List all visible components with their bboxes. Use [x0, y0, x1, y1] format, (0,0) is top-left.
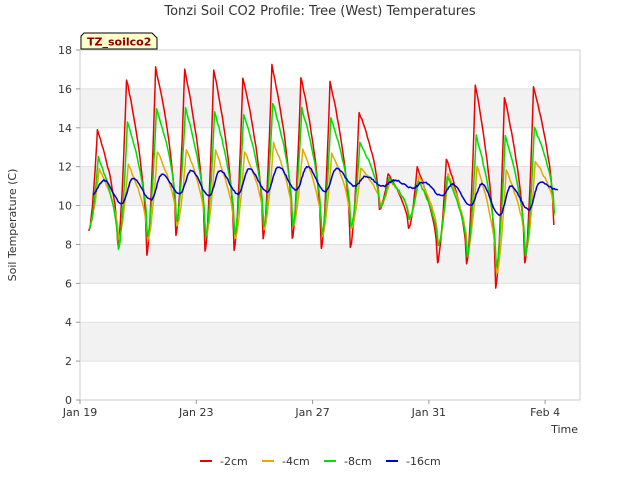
series-line-minus-8cm [88, 102, 556, 268]
y-axis-label: Soil Temperature (C) [6, 169, 19, 282]
y-axis: 0 2 4 6 8 10 12 14 16 18 [58, 44, 80, 407]
series-line-minus-4cm [88, 141, 556, 275]
y-tick-label: 4 [65, 316, 72, 329]
y-tick-label: 8 [65, 238, 72, 251]
grid-band [80, 322, 580, 362]
x-tick-label: Jan 23 [178, 406, 213, 419]
x-axis-label: Time [550, 423, 578, 436]
y-tick-label: 6 [65, 277, 72, 290]
legend-label: -2cm [220, 455, 248, 468]
x-tick-label: Jan 19 [62, 406, 97, 419]
legend: -2cm -4cm -8cm -16cm [200, 455, 441, 468]
series-lines [87, 63, 559, 289]
y-tick-label: 2 [65, 355, 72, 368]
y-tick-label: 14 [58, 122, 72, 135]
series-line-minus-2cm [87, 63, 555, 289]
chart-title: Tonzi Soil CO2 Profile: Tree (West) Temp… [163, 4, 476, 19]
grid-band [80, 244, 580, 284]
source-tag-box [80, 32, 158, 50]
legend-label: -8cm [344, 455, 372, 468]
legend-label: -4cm [282, 455, 310, 468]
y-tick-label: 12 [58, 161, 72, 174]
series-line-minus-16cm [92, 165, 559, 217]
y-tick-label: 16 [58, 83, 72, 96]
y-tick-label: 18 [58, 44, 72, 57]
x-tick-label: Jan 31 [411, 406, 446, 419]
source-tag: TZ_soilco2 [80, 32, 158, 50]
x-tick-label: Jan 27 [294, 406, 329, 419]
source-tag-text: TZ_soilco2 [87, 36, 151, 49]
x-tick-label: Feb 4 [530, 406, 560, 419]
x-axis: Jan 19 Jan 23 Jan 27 Jan 31 Feb 4 [62, 400, 560, 419]
plot-frame [79, 49, 581, 401]
y-tick-label: 0 [65, 394, 72, 407]
y-tick-label: 10 [58, 200, 72, 213]
legend-label: -16cm [406, 455, 441, 468]
